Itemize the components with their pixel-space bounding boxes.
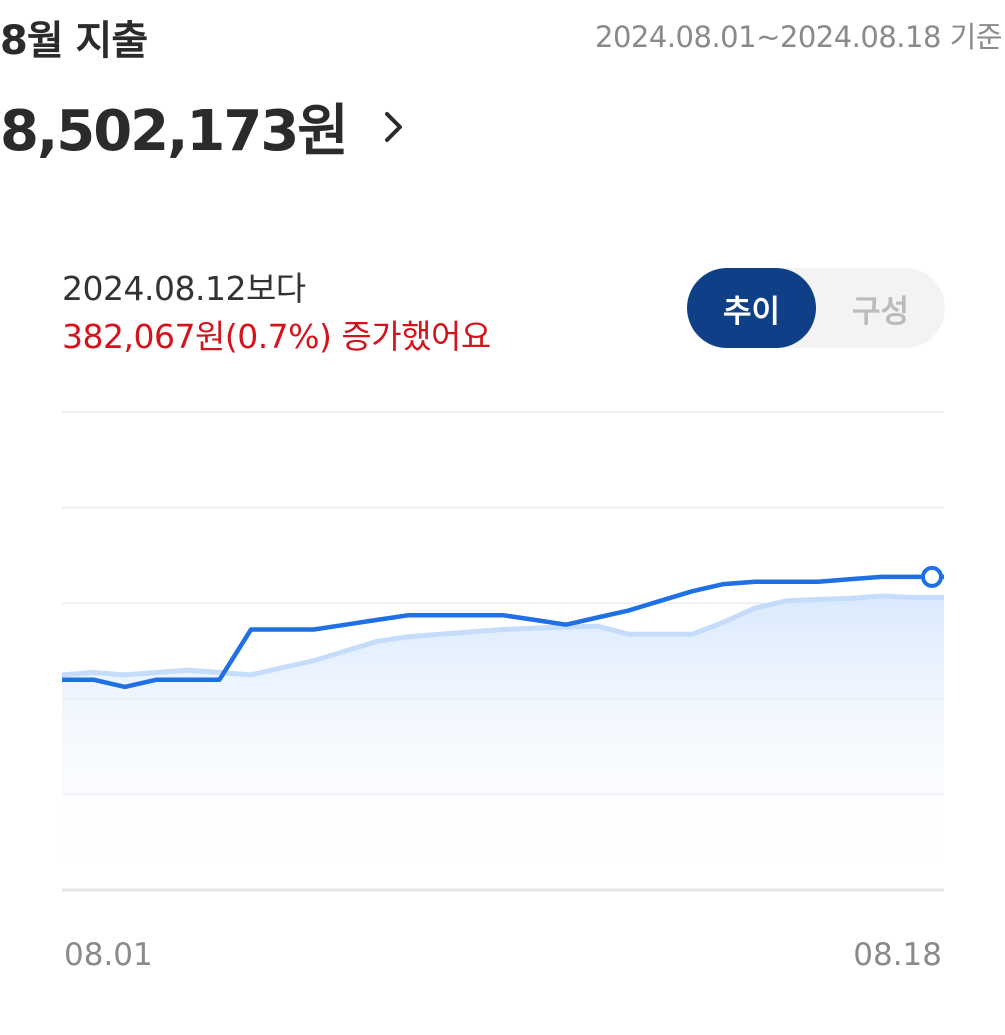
chevron-right-icon[interactable] xyxy=(383,110,405,144)
previous-period-area xyxy=(62,596,944,890)
total-row[interactable]: 8,502,173원 xyxy=(0,86,405,167)
month-title: 8월 지출 xyxy=(0,18,148,64)
previous-period-line xyxy=(61,593,944,678)
date-range: 2024.08.01~2024.08.18 기준 xyxy=(595,20,1002,54)
current-period-line xyxy=(62,574,944,690)
x-tick-label-start: 08.01 xyxy=(64,937,153,973)
toggle-composition-button[interactable]: 구성 xyxy=(851,293,910,330)
total-amount[interactable]: 8,502,173원 xyxy=(0,99,349,164)
x-tick-label-end: 08.18 xyxy=(853,937,942,973)
compare-change: 382,067원(0.7%) 증가했어요 xyxy=(62,317,491,356)
current-endpoint-marker[interactable] xyxy=(921,565,943,588)
view-toggle: 추이 구성 xyxy=(687,268,945,348)
toggle-trend-button[interactable]: 추이 xyxy=(687,268,816,348)
compare-date: 2024.08.12보다 xyxy=(62,269,306,308)
